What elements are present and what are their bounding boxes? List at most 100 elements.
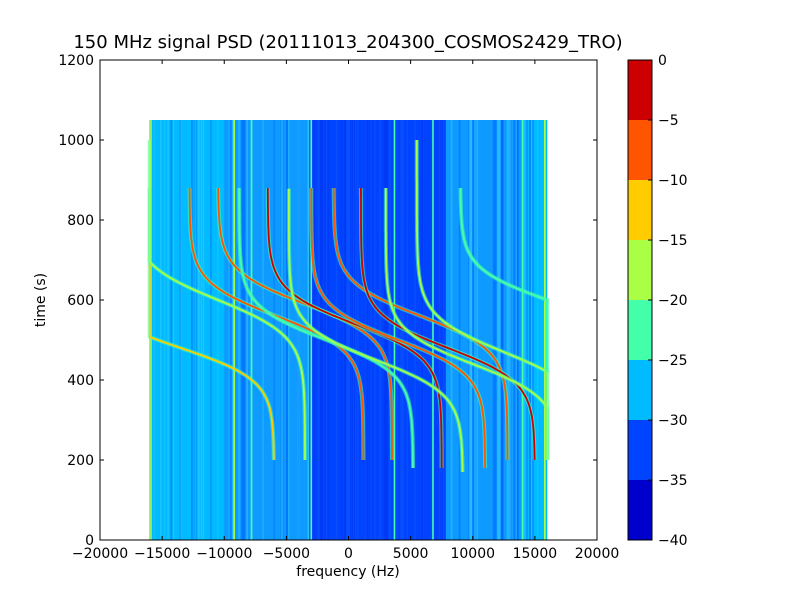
noise-streak [474,120,476,540]
noise-streak [340,120,342,540]
noise-streak [323,120,326,540]
noise-streak [180,120,183,540]
doppler-curve [359,188,536,460]
noise-streak [344,120,347,540]
noise-streak [170,120,173,540]
colorbar: 0 −5 −10 −15 −20 −25 −30 −35 −40 [627,53,688,549]
noise-streak [325,120,328,540]
noise-streak [192,120,194,540]
noise-streak [517,120,519,540]
noise-streak [322,120,324,540]
noise-streak [510,120,512,540]
doppler-curve [188,188,365,460]
y-axis-ticks: 0 200 400 600 800 1000 1200 [58,53,597,549]
doppler-curve [459,188,549,372]
noise-streak [202,120,205,540]
noise-streak [444,120,446,540]
noise-streak [262,120,264,540]
noise-streak [352,120,354,540]
noise-streak [243,120,245,540]
noise-streak [160,120,162,540]
x-tick-label: 5000 [393,546,429,562]
colorbar-level [628,480,652,540]
x-tick-label: 15000 [513,546,558,562]
colorbar-level [628,180,652,240]
noise-streak [525,120,527,540]
noise-streak [506,120,508,540]
colorbar-tick-label: −25 [658,353,688,369]
noise-streak [530,120,533,540]
noise-streak [515,120,517,540]
plot-area: −20000 −15000 −10000 −5000 0 5000 10000 15000 20… [58,53,619,562]
noise-streak [200,120,203,540]
noise-streak [348,120,351,540]
colorbar-ticks: 0 −5 −10 −15 −20 −25 −30 −35 −40 [648,53,688,549]
colorbar-tick-label: −10 [658,173,688,189]
noise-streak [529,120,531,540]
noise-streak [249,120,251,540]
noise-streak [327,120,329,540]
noise-streak [173,120,175,540]
noise-streak [346,120,349,540]
noise-streak [198,120,199,540]
noise-streak [351,120,353,540]
colorbar-tick-label: −35 [658,473,688,489]
doppler-curve [310,187,487,468]
y-tick-label: 600 [67,293,94,309]
noise-streak [421,120,424,540]
noise-streak [153,120,155,540]
colorbar-levels [628,60,652,540]
doppler-curve [287,188,464,473]
noise-streak [443,120,445,540]
chart-title: 150 MHz signal PSD (20111013_204300_COSM… [73,32,622,53]
colorbar-tick-label: 0 [658,53,667,69]
y-tick-label: 200 [67,453,94,469]
noise-streak [532,120,534,540]
noise-streak [164,120,166,540]
noise-streak [396,120,398,540]
noise-streak [537,120,539,540]
colorbar-level [628,240,652,300]
noise-streak [476,120,479,540]
y-axis-label: time (s) [33,273,49,327]
noise-streak [414,120,416,540]
noise-streak [399,120,401,540]
x-axis-label: frequency (Hz) [296,564,399,580]
noise-streak [335,120,338,540]
colorbar-level [628,60,652,120]
noise-streak [288,120,290,540]
x-tick-label: −5000 [263,546,310,562]
noise-streak [167,120,169,540]
noise-streak [497,120,499,540]
x-tick-label: 20000 [575,546,620,562]
noise-streak [526,120,528,540]
noise-streak [191,120,193,540]
colorbar-level [628,120,652,180]
doppler-curve [148,140,306,460]
noise-streak [230,120,232,540]
noise-streak [281,120,283,540]
y-tick-label: 400 [67,373,94,389]
noise-streak [468,120,470,540]
noise-streak [390,120,392,540]
colorbar-level [628,300,652,360]
noise-streak [494,120,496,540]
x-tick-label: −20000 [72,546,128,562]
x-tick-label: −10000 [196,546,252,562]
noise-streak [507,120,510,540]
noise-streak [217,120,219,540]
noise-streak [513,120,516,540]
noise-streak [472,120,475,540]
noise-streak [509,120,512,540]
noise-streak [383,120,386,540]
noise-streak [244,120,246,540]
noise-streak [285,120,288,540]
doppler-curve [332,188,509,460]
noise-streak [438,120,440,540]
y-tick-label: 0 [85,533,94,549]
noise-streak [431,120,432,540]
noise-streak [232,120,234,540]
noise-streak [526,120,528,540]
colorbar-level [628,360,652,420]
